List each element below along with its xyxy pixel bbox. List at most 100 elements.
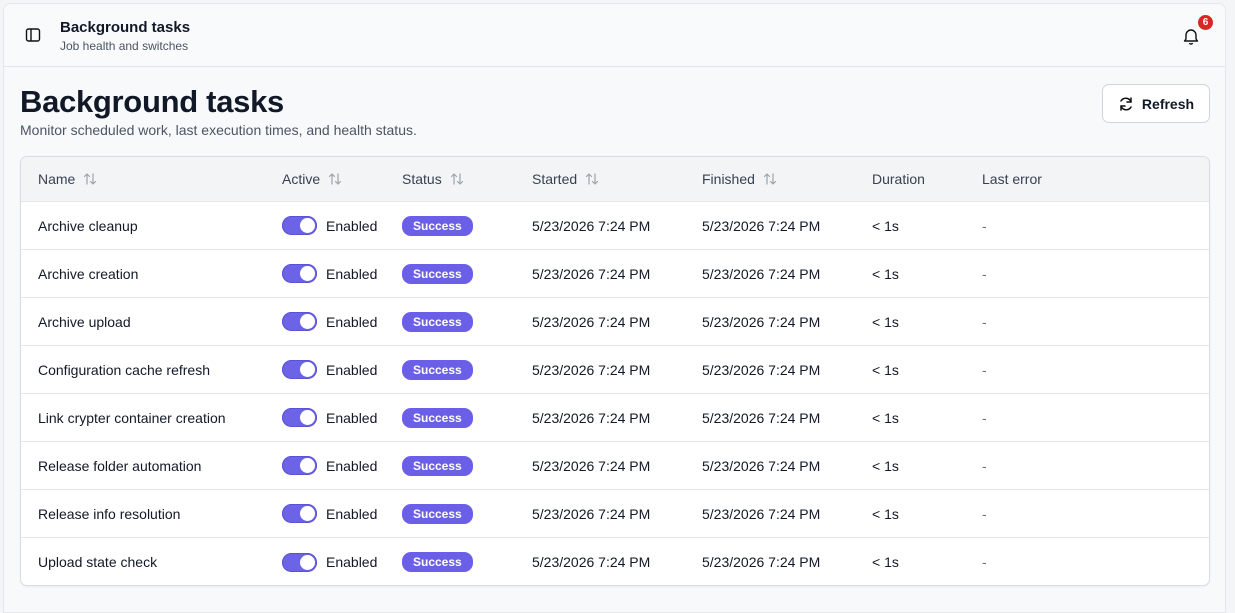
active-toggle[interactable] xyxy=(282,264,317,283)
active-toggle[interactable] xyxy=(282,408,317,427)
cell-text: 5/23/2026 7:24 PM xyxy=(702,265,821,282)
active-label: Enabled xyxy=(326,361,378,378)
table-cell: 5/23/2026 7:24 PM xyxy=(532,250,650,297)
table-cell: 5/23/2026 7:24 PM xyxy=(532,394,650,441)
cell-text: - xyxy=(982,409,987,426)
cell-text: 5/23/2026 7:24 PM xyxy=(702,313,821,330)
active-toggle[interactable] xyxy=(282,360,317,379)
column-label: Last error xyxy=(982,171,1042,187)
column-header[interactable]: Finished xyxy=(702,157,777,201)
active-label: Enabled xyxy=(326,217,378,234)
cell-text: - xyxy=(982,313,987,330)
column-label: Started xyxy=(532,171,578,187)
cell-text: Archive cleanup xyxy=(38,217,138,234)
table-cell: Success xyxy=(402,346,473,393)
sort-icon[interactable] xyxy=(763,172,777,186)
cell-text: - xyxy=(982,457,987,474)
table-cell: 5/23/2026 7:24 PM xyxy=(532,346,650,393)
table-cell: 5/23/2026 7:24 PM xyxy=(532,298,650,345)
cell-text: < 1s xyxy=(872,554,899,570)
status-badge: Success xyxy=(402,215,473,236)
sort-icon[interactable] xyxy=(585,172,599,186)
column-header[interactable]: Active xyxy=(282,157,342,201)
table-cell: 5/23/2026 7:24 PM xyxy=(532,442,650,489)
table-row: Link crypter container creation Enabled Su… xyxy=(21,394,1209,442)
table-cell: - xyxy=(982,442,987,489)
table-cell: Success xyxy=(402,538,473,585)
cell-text: Release info resolution xyxy=(38,505,181,522)
table-row: Archive cleanup Enabled Success 5/23/2026 7… xyxy=(21,202,1209,250)
table-cell: 5/23/2026 7:24 PM xyxy=(702,490,820,537)
active-toggle[interactable] xyxy=(282,552,317,572)
active-label: Enabled xyxy=(326,505,378,522)
sort-icon[interactable] xyxy=(450,172,464,186)
notifications[interactable] xyxy=(1183,27,1199,45)
cell-text: 5/23/2026 7:24 PM xyxy=(532,457,651,474)
sidebar-toggle[interactable] xyxy=(25,27,41,43)
column-header: Last error xyxy=(982,157,1042,201)
active-toggle[interactable] xyxy=(282,312,317,331)
cell-text: Release folder automation xyxy=(38,457,202,474)
table-cell: - xyxy=(982,202,987,249)
column-label: Active xyxy=(282,171,321,187)
table-cell: < 1s xyxy=(872,394,899,441)
cell-text: Upload state check xyxy=(38,554,158,570)
status-badge: Success xyxy=(402,455,473,476)
column-header[interactable]: Name xyxy=(38,157,97,201)
cell-text: - xyxy=(982,265,987,282)
column-header[interactable]: Started xyxy=(532,157,599,201)
cell-text: - xyxy=(982,217,987,234)
active-label: Enabled xyxy=(326,457,378,474)
status-badge: Success xyxy=(402,407,473,428)
table-cell: Release folder automation xyxy=(38,442,201,489)
header-subtitle: Job health and switches xyxy=(60,39,189,53)
table-cell: < 1s xyxy=(872,538,899,585)
table-cell: < 1s xyxy=(872,490,899,537)
sort-icon[interactable] xyxy=(83,172,97,186)
cell-text: 5/23/2026 7:24 PM xyxy=(702,361,821,378)
column-header[interactable]: Status xyxy=(402,157,464,201)
cell-text: 5/23/2026 7:24 PM xyxy=(702,505,821,522)
table-cell: Enabled xyxy=(282,394,377,441)
table-cell: Success xyxy=(402,442,473,489)
cell-text: Link crypter container creation xyxy=(38,409,226,426)
table-cell: Link crypter container creation xyxy=(38,394,226,441)
cell-text: < 1s xyxy=(872,265,899,282)
table-cell: 5/23/2026 7:24 PM xyxy=(702,298,820,345)
status-badge: Success xyxy=(402,552,473,572)
cell-text: 5/23/2026 7:24 PM xyxy=(702,409,821,426)
cell-text: 5/23/2026 7:24 PM xyxy=(532,361,651,378)
page-description: Monitor scheduled work, last execution t… xyxy=(20,122,417,138)
active-toggle[interactable] xyxy=(282,456,317,475)
active-toggle[interactable] xyxy=(282,216,317,235)
sort-icon[interactable] xyxy=(328,172,342,186)
table-row: Configuration cache refresh Enabled Succes… xyxy=(21,346,1209,394)
table-cell: 5/23/2026 7:24 PM xyxy=(532,490,650,537)
table-cell: Success xyxy=(402,250,473,297)
table-cell: Enabled xyxy=(282,490,377,537)
active-toggle[interactable] xyxy=(282,504,317,523)
refresh-button[interactable]: Refresh xyxy=(1102,84,1210,123)
cell-text: - xyxy=(982,505,987,522)
refresh-icon xyxy=(1120,96,1132,111)
cell-text: < 1s xyxy=(872,217,899,234)
table-row: Archive upload Enabled Success 5/23/2026 7:… xyxy=(21,298,1209,346)
cell-text: Archive upload xyxy=(38,313,131,330)
table-cell: - xyxy=(982,346,987,393)
status-badge: Success xyxy=(402,311,473,332)
table-cell: Success xyxy=(402,298,473,345)
cell-text: Archive creation xyxy=(38,265,139,282)
table-cell: Upload state check xyxy=(38,538,158,585)
column-label: Finished xyxy=(702,171,755,187)
cell-text: 5/23/2026 7:24 PM xyxy=(532,265,651,282)
status-badge: Success xyxy=(402,263,473,284)
cell-text: 5/23/2026 7:24 PM xyxy=(532,505,651,522)
table-row: Upload state check Enabled Success 5/23/202… xyxy=(21,538,1209,585)
refresh-label: Refresh xyxy=(1141,95,1195,112)
table-cell: - xyxy=(982,298,987,345)
cell-text: - xyxy=(982,554,987,570)
cell-text: 5/23/2026 7:24 PM xyxy=(532,217,651,234)
table-cell: 5/23/2026 7:24 PM xyxy=(702,394,820,441)
active-label: Enabled xyxy=(326,554,378,570)
table-cell: < 1s xyxy=(872,202,899,249)
